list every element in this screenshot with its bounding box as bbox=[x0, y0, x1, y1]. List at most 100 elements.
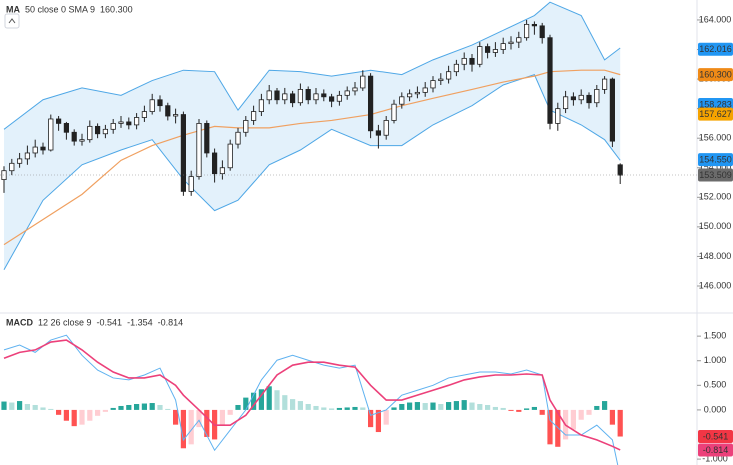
candle-body bbox=[219, 167, 225, 175]
candle-body bbox=[157, 99, 163, 107]
histogram-bar bbox=[485, 404, 491, 410]
candle-body bbox=[367, 75, 374, 132]
y-tick-label: -1.000 bbox=[702, 453, 728, 463]
candle-body bbox=[289, 93, 296, 104]
histogram-bar bbox=[188, 409, 194, 445]
histogram-bar bbox=[516, 409, 522, 412]
histogram-bar bbox=[102, 409, 108, 412]
y-tick-label: 152.000 bbox=[699, 192, 732, 202]
histogram-bar bbox=[407, 402, 413, 410]
candle-body bbox=[344, 90, 350, 96]
candle-body bbox=[243, 120, 249, 133]
histogram-bar bbox=[594, 405, 600, 410]
y-tick-label: 1.500 bbox=[704, 331, 727, 341]
histogram-bar bbox=[477, 404, 483, 410]
axis-value-box bbox=[698, 443, 733, 457]
histogram-bar bbox=[555, 409, 561, 447]
histogram-bar bbox=[274, 390, 280, 410]
histogram-bar bbox=[469, 402, 475, 410]
histogram-bar bbox=[258, 389, 264, 410]
histogram-bar bbox=[547, 409, 553, 445]
axis-value-box bbox=[698, 68, 733, 82]
candle-body bbox=[531, 23, 538, 27]
candle-body bbox=[477, 46, 483, 65]
y-tick-label: 164.000 bbox=[699, 14, 732, 24]
histogram-bar bbox=[399, 404, 405, 410]
candle-body bbox=[352, 87, 358, 92]
histogram-bar bbox=[586, 409, 592, 415]
histogram-bar bbox=[126, 404, 132, 410]
histogram-bar bbox=[313, 405, 319, 410]
candle-body bbox=[305, 89, 311, 101]
band-lower bbox=[3, 74, 621, 270]
histogram-bar bbox=[500, 407, 506, 410]
histogram-bar bbox=[329, 408, 335, 410]
histogram-bar bbox=[531, 406, 537, 410]
candle-body bbox=[118, 121, 124, 124]
histogram-bar bbox=[446, 402, 452, 410]
axis-value-label: 157.627 bbox=[699, 109, 732, 119]
histogram-bar bbox=[180, 409, 186, 449]
candle-body bbox=[79, 139, 85, 142]
histogram-bar bbox=[508, 409, 514, 411]
candle-body bbox=[360, 75, 366, 89]
band-fill bbox=[4, 2, 621, 270]
candle-body bbox=[328, 96, 335, 102]
histogram-bar bbox=[282, 395, 288, 410]
candle-body bbox=[274, 90, 280, 101]
candle-body bbox=[196, 123, 202, 178]
candle-body bbox=[524, 23, 530, 39]
histogram-bar bbox=[391, 407, 397, 410]
y-tick-label: 150.000 bbox=[699, 221, 732, 231]
candle-body bbox=[63, 123, 69, 133]
candle-body bbox=[172, 114, 179, 117]
histogram-bar bbox=[360, 407, 366, 410]
candle-body bbox=[141, 111, 147, 118]
candle-body bbox=[133, 117, 140, 126]
y-tick-label: 156.000 bbox=[699, 133, 732, 143]
candle-body bbox=[266, 90, 272, 101]
candle-body bbox=[453, 63, 460, 73]
legend-value: 160.300 bbox=[100, 4, 133, 14]
legend-value: -0.541 bbox=[97, 317, 123, 327]
histogram-bar bbox=[40, 407, 46, 410]
collapse-button[interactable] bbox=[4, 13, 20, 29]
y-tick-label: 148.000 bbox=[699, 251, 732, 261]
candle-body bbox=[563, 96, 569, 110]
axis-value-label: 154.550 bbox=[699, 154, 732, 164]
histogram-bar bbox=[336, 407, 342, 410]
candle-body bbox=[102, 128, 108, 135]
candle-body bbox=[430, 80, 436, 89]
candle-body bbox=[165, 105, 171, 117]
candle-body bbox=[9, 162, 15, 172]
histogram-bar bbox=[453, 401, 459, 410]
macd-pane: 1.500 1.000 0.500 0.000 -1.000 -0.541 -0.814 MA… bbox=[1, 317, 733, 465]
candle-body bbox=[188, 176, 194, 192]
y-tick-label: 1.000 bbox=[704, 355, 727, 365]
histogram-bar bbox=[305, 404, 311, 410]
axis-value-label: 153.509 bbox=[699, 170, 732, 180]
candle-body bbox=[586, 94, 592, 104]
candle-body bbox=[375, 130, 382, 136]
candle-body bbox=[180, 114, 186, 192]
candle-body bbox=[438, 78, 444, 81]
histogram-bar bbox=[48, 408, 54, 410]
histogram-bar bbox=[422, 403, 428, 410]
candle-body bbox=[87, 125, 93, 141]
candle-body bbox=[609, 78, 616, 142]
histogram-bar bbox=[24, 404, 30, 410]
legend-params: 12 26 close 9 bbox=[38, 317, 92, 327]
histogram-bar bbox=[79, 409, 85, 425]
candle-body bbox=[235, 131, 241, 145]
histogram-bar bbox=[110, 407, 116, 410]
axis-value-label: -0.814 bbox=[703, 445, 729, 455]
histogram-bar bbox=[602, 401, 608, 410]
candle-body bbox=[110, 123, 116, 130]
legend-value: -0.814 bbox=[158, 317, 184, 327]
histogram-bar bbox=[461, 400, 467, 410]
histogram-bar bbox=[63, 409, 69, 421]
axis-value-label: 158.283 bbox=[699, 99, 732, 109]
candle-body bbox=[282, 93, 288, 101]
